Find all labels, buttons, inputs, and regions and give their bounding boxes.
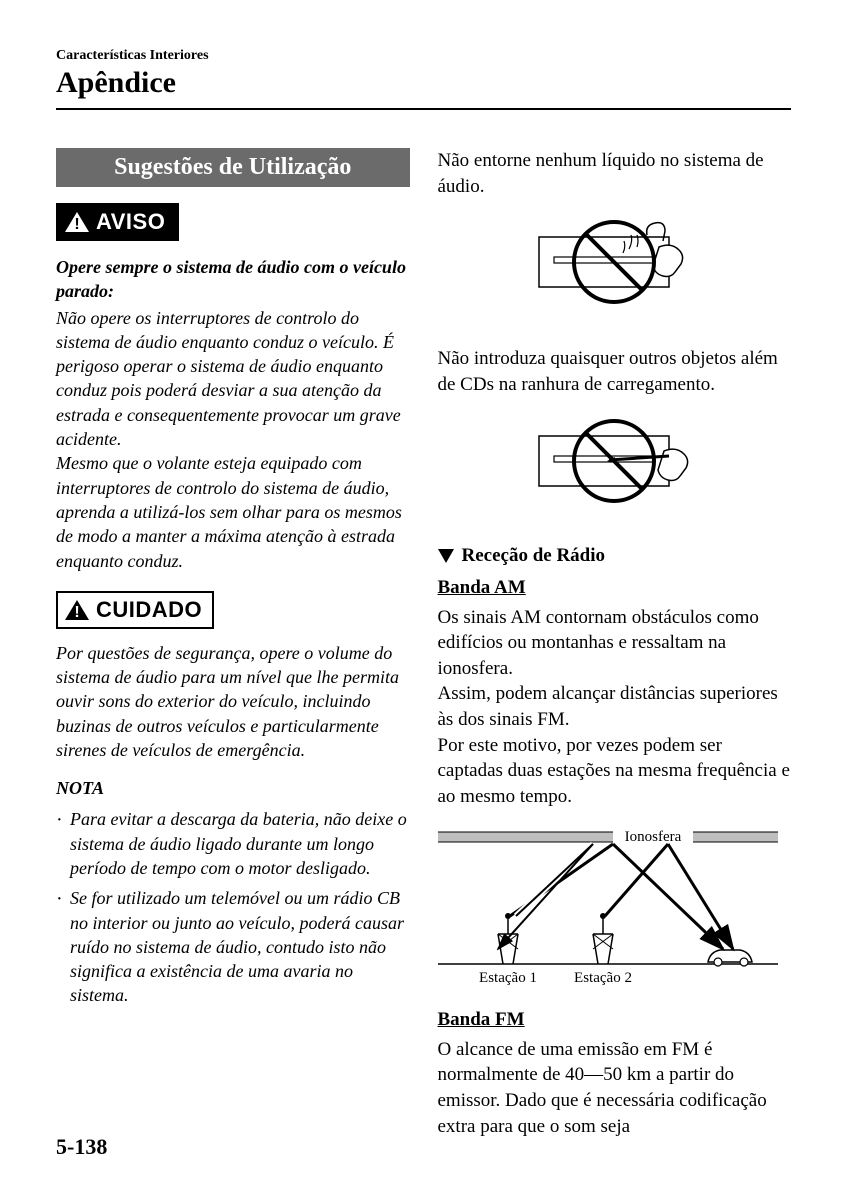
prohibit-liquid-icon (529, 207, 699, 327)
warning-triangle-icon: ! (64, 211, 90, 233)
am-paragraph-3: Por este motivo, por vezes podem ser cap… (438, 733, 792, 810)
right-column: Não entorne nenhum líquido no sistema de… (438, 148, 792, 1139)
no-liquid-text: Não entorne nenhum líquido no sistema de… (438, 148, 792, 199)
page-title: Apêndice (56, 66, 791, 100)
nota-item: Se for utilizado um telemóvel ou um rádi… (70, 886, 410, 1007)
aviso-badge: ! AVISO (56, 203, 179, 241)
no-objects-diagram (438, 406, 792, 531)
left-column: Sugestões de Utilização ! AVISO Opere se… (56, 148, 410, 1139)
aviso-bold-intro: Opere sempre o sistema de áudio com o ve… (56, 255, 410, 304)
ionosphere-svg: Ionosfera (438, 824, 778, 994)
ionosphere-label: Ionosfera (624, 829, 681, 845)
page-number: 5-138 (56, 1134, 107, 1160)
station-2-label: Estação 2 (574, 970, 632, 986)
aviso-label: AVISO (96, 209, 165, 235)
station-1-label: Estação 1 (479, 970, 537, 986)
no-liquid-diagram (438, 207, 792, 332)
band-fm-heading: Banda FM (438, 1009, 792, 1031)
nota-item: Para evitar a descarga da bateria, não d… (70, 807, 410, 880)
radio-subheading-row: Receção de Rádio (438, 545, 792, 567)
no-objects-text: Não introduza quaisquer outros objetos a… (438, 346, 792, 397)
band-am-heading: Banda AM (438, 577, 792, 599)
svg-text:!: ! (74, 216, 79, 233)
svg-text:!: ! (74, 604, 79, 621)
nota-heading: NOTA (56, 778, 410, 799)
nota-list: Para evitar a descarga da bateria, não d… (56, 807, 410, 1007)
aviso-paragraph-1: Não opere os interruptores de controlo d… (56, 306, 410, 452)
header-rule (56, 108, 791, 110)
caution-triangle-icon: ! (64, 599, 90, 621)
fm-paragraph-1: O alcance de uma emissão em FM é normalm… (438, 1037, 792, 1140)
section-marker-icon (438, 549, 454, 563)
section-banner: Sugestões de Utilização (56, 148, 410, 187)
cuidado-label: CUIDADO (96, 597, 202, 623)
am-paragraph-2: Assim, podem alcançar distâncias superio… (438, 681, 792, 732)
aviso-paragraph-2: Mesmo que o volante esteja equipado com … (56, 451, 410, 572)
radio-subheading: Receção de Rádio (462, 545, 606, 567)
cuidado-paragraph: Por questões de segurança, opere o volum… (56, 641, 410, 762)
tower-2-icon (593, 913, 613, 964)
ionosphere-diagram: Ionosfera (438, 824, 792, 999)
content-columns: Sugestões de Utilização ! AVISO Opere se… (56, 148, 791, 1139)
prohibit-object-icon (529, 406, 699, 526)
am-paragraph-1: Os sinais AM contornam obstáculos como e… (438, 605, 792, 682)
cuidado-badge: ! CUIDADO (56, 591, 214, 629)
header-breadcrumb: Características Interiores (56, 48, 791, 64)
